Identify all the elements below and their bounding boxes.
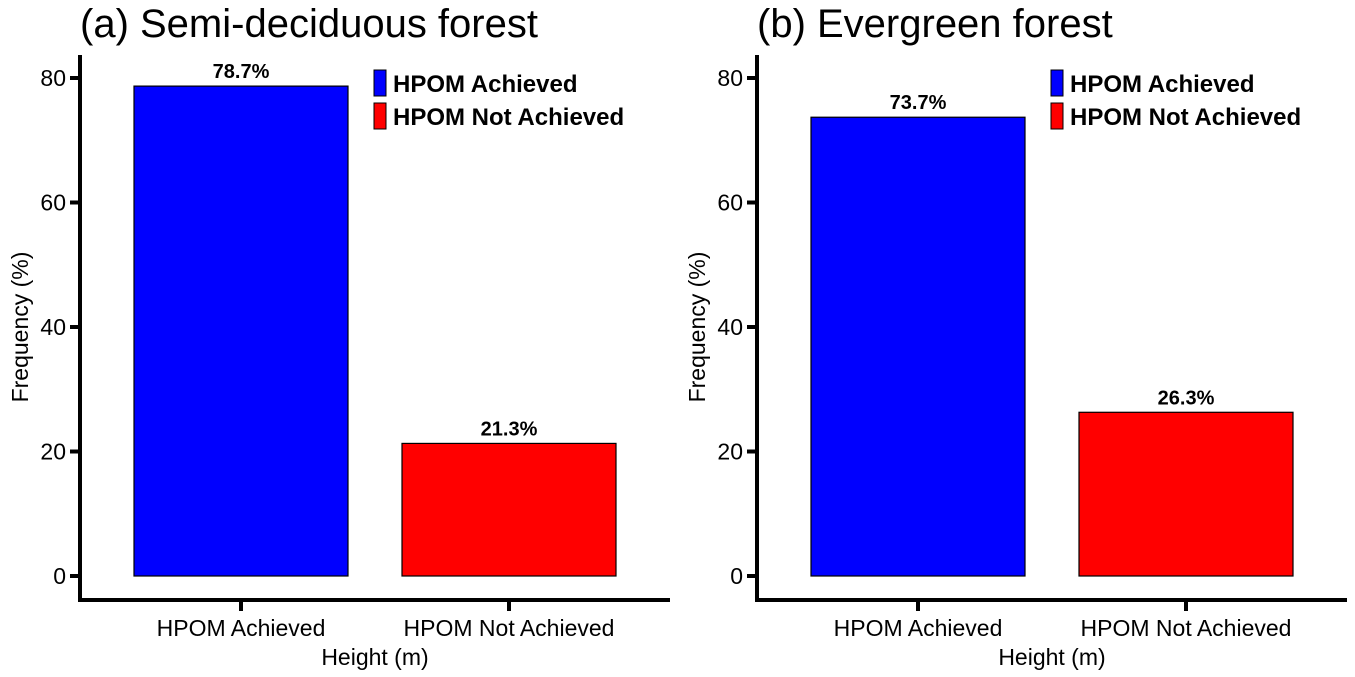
y-tick-label: 20	[717, 439, 743, 465]
legend: HPOM Achieved HPOM Not Achieved	[373, 69, 624, 131]
bar-achieved	[133, 85, 349, 577]
y-tick-label: 40	[40, 314, 66, 340]
legend-swatch	[1050, 69, 1064, 97]
x-tick-label: HPOM Not Achieved	[1081, 615, 1292, 641]
bar-not-achieved	[401, 442, 617, 577]
panel-b: (b) Evergreen forest 0 20 40 60 80 Frequency (…	[684, 2, 1347, 670]
x-tick-label: HPOM Achieved	[834, 615, 1003, 641]
y-axis-label: Frequency (%)	[684, 252, 710, 403]
bar-value-label: 78.7%	[213, 61, 270, 83]
legend: HPOM Achieved HPOM Not Achieved	[1050, 69, 1301, 131]
x-axis-label: Height (m)	[998, 644, 1105, 670]
y-tick-label: 0	[53, 563, 66, 589]
legend-entry: HPOM Not Achieved	[1070, 104, 1301, 131]
y-tick-label: 60	[40, 190, 66, 216]
y-tick-label: 20	[40, 439, 66, 465]
y-tick-label: 40	[717, 314, 743, 340]
legend-entry: HPOM Achieved	[393, 71, 578, 98]
chart-title: (b) Evergreen forest	[757, 2, 1113, 46]
legend-entry: HPOM Not Achieved	[393, 104, 624, 131]
legend-swatch	[373, 102, 387, 130]
bar-value-label: 26.3%	[1158, 387, 1215, 409]
legend-swatch	[1050, 102, 1064, 130]
legend-entry: HPOM Achieved	[1070, 71, 1255, 98]
x-axis-label: Height (m)	[321, 644, 428, 670]
y-tick-label: 80	[717, 65, 743, 91]
y-tick-label: 0	[730, 563, 743, 589]
x-tick-label: HPOM Achieved	[157, 615, 326, 641]
legend-swatch	[373, 69, 387, 97]
x-tick-label: HPOM Not Achieved	[404, 615, 615, 641]
chart-title: (a) Semi-deciduous forest	[80, 2, 538, 46]
bar-value-label: 21.3%	[481, 418, 538, 440]
bar-value-label: 73.7%	[890, 92, 947, 114]
panel-a: (a) Semi-deciduous forest 0 20 40 60 80 Freque…	[7, 2, 670, 670]
y-axis-label: Frequency (%)	[7, 252, 33, 403]
y-tick-label: 80	[40, 65, 66, 91]
bar-achieved	[810, 116, 1026, 577]
bar-not-achieved	[1078, 411, 1294, 577]
y-tick-label: 60	[717, 190, 743, 216]
